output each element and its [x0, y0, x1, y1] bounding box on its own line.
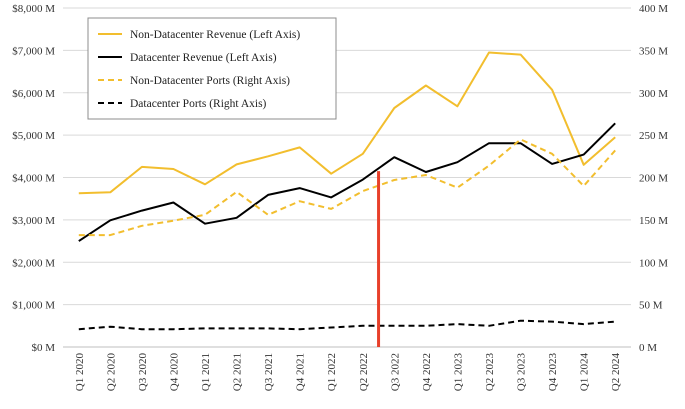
series-line-0: [78, 51, 616, 195]
x-tick-label: Q3 2021: [263, 353, 275, 391]
x-tick-label: Q2 2021: [232, 353, 244, 391]
x-tick-label: Q1 2024: [579, 353, 591, 392]
left-tick-label: $3,000 M: [12, 215, 55, 227]
left-tick-label: $8,000 M: [12, 3, 55, 15]
x-tick-label: Q4 2022: [421, 353, 433, 391]
x-tick-label: Q2 2020: [105, 353, 117, 392]
x-tick-label: Q3 2022: [389, 353, 401, 391]
series-line-2: [78, 138, 616, 237]
legend-label: Non-Datacenter Revenue (Left Axis): [130, 29, 300, 41]
legend-label: Datacenter Ports (Right Axis): [130, 98, 267, 110]
x-tick-label: Q1 2021: [200, 353, 212, 391]
x-tick-label: Q1 2023: [452, 353, 464, 392]
right-axis: 0 M 50 M 100 M 150 M 200 M 250 M 300 M 350 M 400…: [639, 3, 668, 354]
legend: Non-Datacenter Revenue (Left Axis) Datace…: [87, 17, 337, 120]
right-tick-label: 200 M: [639, 173, 668, 185]
right-tick-label: 150 M: [639, 215, 668, 227]
left-tick-label: $0 M: [31, 342, 55, 354]
right-tick-label: 250 M: [639, 130, 668, 142]
x-tick-label: Q2 2024: [610, 353, 622, 392]
right-tick-label: 300 M: [639, 88, 668, 100]
x-tick-label: Q1 2020: [74, 353, 86, 392]
left-tick-label: $1,000 M: [12, 300, 55, 312]
x-tick-label: Q1 2022: [326, 353, 338, 391]
legend-box: [87, 17, 337, 120]
right-tick-label: 350 M: [639, 45, 668, 57]
series-line-1: [78, 122, 616, 242]
legend-label: Non-Datacenter Ports (Right Axis): [130, 75, 290, 87]
x-tick-label: Q4 2020: [168, 353, 180, 392]
legend-label: Datacenter Revenue (Left Axis): [130, 52, 277, 64]
right-tick-label: 400 M: [639, 3, 668, 15]
x-tick-label: Q3 2023: [516, 353, 528, 392]
series-line-3: [78, 319, 616, 331]
right-tick-label: 50 M: [639, 300, 663, 312]
left-tick-label: $4,000 M: [12, 173, 55, 185]
right-tick-label: 100 M: [639, 257, 668, 269]
x-tick-label: Q4 2023: [547, 353, 559, 392]
x-tick-label: Q2 2023: [484, 353, 496, 392]
left-tick-label: $5,000 M: [12, 130, 55, 142]
x-axis: Q1 2020 Q2 2020 Q3 2020 Q4 2020 Q1 2021 Q2 20…: [63, 346, 631, 392]
x-tick-label: Q3 2020: [137, 353, 149, 392]
x-tick-label: Q4 2021: [295, 353, 307, 391]
x-tick-label: Q2 2022: [358, 353, 370, 391]
left-tick-label: $6,000 M: [12, 88, 55, 100]
left-tick-label: $7,000 M: [12, 45, 55, 57]
left-tick-label: $2,000 M: [12, 257, 55, 269]
right-tick-label: 0 M: [639, 342, 657, 354]
series-lines: [78, 51, 616, 331]
left-axis: $0 M $1,000 M $2,000 M $3,000 M $4,000 M $5,0…: [12, 3, 55, 354]
